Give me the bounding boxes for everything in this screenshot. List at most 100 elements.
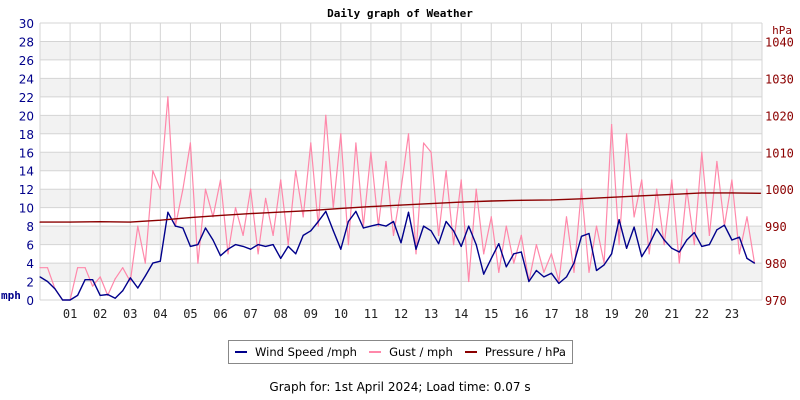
x-tick-label: 08 bbox=[273, 307, 287, 321]
y-left-tick-label: 22 bbox=[19, 91, 34, 105]
wind-speed-point bbox=[483, 273, 485, 275]
pressure-point bbox=[460, 201, 462, 203]
gust-point bbox=[249, 188, 252, 190]
wind-speed-point bbox=[122, 290, 124, 292]
gust-point bbox=[565, 216, 568, 218]
gust-point bbox=[678, 262, 680, 264]
gust-point bbox=[475, 188, 477, 190]
wind-speed-point bbox=[219, 255, 222, 257]
gust-point bbox=[580, 188, 583, 190]
pressure-point bbox=[99, 221, 101, 223]
gust-point bbox=[731, 179, 733, 181]
gust-point bbox=[498, 271, 500, 273]
gust-point bbox=[550, 253, 553, 255]
wind-speed-point bbox=[77, 294, 79, 296]
gust-point bbox=[385, 160, 387, 163]
wind-speed-point bbox=[385, 225, 387, 227]
gust-point bbox=[257, 253, 259, 255]
wind-speed-point bbox=[723, 224, 725, 226]
gust-point bbox=[84, 267, 86, 269]
right-axis-label: hPa bbox=[772, 24, 792, 37]
y-left-tick-label: 16 bbox=[19, 146, 34, 160]
wind-speed-point bbox=[610, 253, 613, 255]
wind-speed-point bbox=[46, 280, 49, 283]
pressure-point bbox=[641, 195, 643, 197]
legend-label: Gust / mph bbox=[389, 345, 453, 359]
gust-point bbox=[144, 262, 146, 264]
pressure-point bbox=[39, 221, 41, 223]
wind-speed-point bbox=[528, 280, 530, 283]
gust-point bbox=[430, 151, 432, 153]
y-right-tick-label: 1010 bbox=[765, 146, 794, 160]
pressure-point bbox=[520, 199, 522, 201]
gust-point bbox=[370, 151, 372, 153]
gust-point bbox=[490, 216, 492, 218]
wind-speed-point bbox=[392, 220, 395, 223]
wind-speed-point bbox=[189, 245, 192, 248]
gust-point bbox=[280, 179, 282, 181]
wind-speed-point bbox=[490, 257, 492, 260]
gust-point bbox=[295, 170, 297, 172]
x-tick-label: 19 bbox=[604, 307, 618, 321]
y-left-tick-label: 4 bbox=[26, 257, 34, 271]
gust-point bbox=[227, 253, 229, 255]
wind-speed-point bbox=[708, 244, 710, 246]
wind-speed-point bbox=[430, 230, 432, 232]
gust-point bbox=[453, 244, 455, 246]
gust-point bbox=[708, 234, 710, 236]
gust-point bbox=[671, 179, 673, 181]
x-tick-label: 23 bbox=[725, 307, 739, 321]
legend-label: Pressure / hPa bbox=[484, 345, 566, 359]
gust-point bbox=[641, 179, 643, 181]
wind-speed-point bbox=[92, 279, 94, 281]
wind-speed-point bbox=[302, 234, 304, 236]
wind-speed-point bbox=[317, 220, 319, 223]
gust-point bbox=[347, 244, 349, 246]
y-left-tick-label: 20 bbox=[19, 109, 34, 123]
gust-point bbox=[558, 280, 560, 283]
wind-speed-point bbox=[671, 247, 673, 249]
wind-speed-point bbox=[99, 294, 101, 296]
gust-point bbox=[610, 123, 613, 126]
gust-point bbox=[438, 234, 440, 236]
x-tick-label: 14 bbox=[454, 307, 468, 321]
wind-speed-point bbox=[362, 227, 364, 229]
x-tick-label: 10 bbox=[334, 307, 348, 321]
left-axis-label: mph bbox=[1, 289, 21, 302]
pressure-swatch bbox=[464, 351, 477, 353]
series-group bbox=[39, 96, 762, 301]
pressure-point bbox=[490, 200, 492, 202]
wind-speed-point bbox=[272, 244, 274, 246]
wind-speed-point bbox=[422, 225, 425, 227]
y-right-tick-label: 1020 bbox=[765, 109, 794, 123]
x-tick-label: 18 bbox=[574, 307, 588, 321]
wind-speed-point bbox=[212, 239, 214, 241]
y-right-tick-label: 1000 bbox=[765, 183, 794, 197]
x-tick-label: 20 bbox=[634, 307, 648, 321]
wind-speed-point bbox=[152, 262, 154, 264]
x-tick-label: 07 bbox=[243, 307, 257, 321]
x-tick-label: 09 bbox=[304, 307, 318, 321]
x-tick-label: 02 bbox=[93, 307, 107, 321]
gust-point bbox=[686, 188, 688, 190]
y-left-tick-label: 10 bbox=[19, 202, 34, 216]
y-left-tick-label: 18 bbox=[19, 128, 34, 142]
gust-point bbox=[122, 267, 124, 269]
wind-speed-point bbox=[595, 269, 598, 272]
gust-point bbox=[400, 188, 402, 190]
gust-point bbox=[573, 271, 575, 273]
wind-speed-point bbox=[69, 299, 71, 301]
wind-speed-point bbox=[400, 242, 402, 244]
x-tick-label: 01 bbox=[63, 307, 77, 321]
chart-title: Daily graph of Weather bbox=[327, 7, 473, 20]
wind-speed-point bbox=[656, 228, 658, 230]
wind-speed-point bbox=[174, 225, 176, 227]
pressure-point bbox=[159, 219, 161, 221]
wind-speed-point bbox=[295, 253, 297, 255]
wind-speed-point bbox=[54, 288, 56, 290]
wind-speed-point bbox=[460, 245, 462, 248]
gust-point bbox=[99, 276, 101, 278]
wind-speed-point bbox=[626, 247, 628, 249]
wind-speed-point bbox=[159, 260, 161, 262]
